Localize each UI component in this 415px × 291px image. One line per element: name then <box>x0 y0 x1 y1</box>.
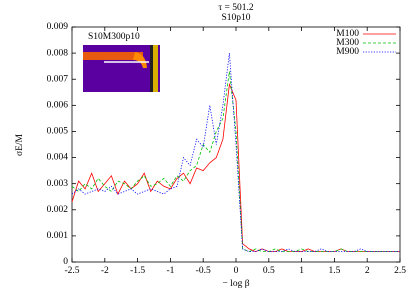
series-line <box>71 53 400 253</box>
y-tick-label: 0.004 <box>47 153 69 163</box>
legend-label: M300 <box>336 38 359 48</box>
y-tick-label: 0.007 <box>47 74 69 84</box>
inset: S10M300p10 <box>83 32 160 92</box>
y-tick-label: 0.006 <box>47 101 69 111</box>
inset-band <box>83 52 143 60</box>
x-tick-label: 2 <box>365 266 370 276</box>
legend-label: M100 <box>336 29 359 39</box>
x-tick-label: 1 <box>299 266 304 276</box>
x-tick-label: 0 <box>234 266 239 276</box>
y-tick-label: 0 <box>63 257 68 267</box>
inset-band <box>133 52 147 68</box>
series-line <box>71 82 400 253</box>
y-tick-label: 0.002 <box>47 205 69 215</box>
x-tick-label: -2 <box>101 266 109 276</box>
inset-title: S10M300p10 <box>88 32 140 42</box>
chart-title: τ = 501.2 <box>218 3 254 13</box>
inset-gap <box>150 45 153 92</box>
x-tick-label: 2.5 <box>394 266 406 276</box>
inset-colorbar <box>153 45 158 92</box>
legend-label: M900 <box>336 47 359 57</box>
x-tick-label: 0.5 <box>263 266 275 276</box>
y-tick-label: 0.009 <box>47 22 69 32</box>
x-tick-label: -1.5 <box>130 266 145 276</box>
y-tick-label: 0.003 <box>47 179 69 189</box>
y-tick-label: 0.005 <box>47 127 69 137</box>
y-tick-label: 0.001 <box>47 231 69 241</box>
chart-subtitle: S10p10 <box>221 13 250 23</box>
x-tick-label: 1.5 <box>328 266 340 276</box>
y-axis-label: σE/M <box>15 133 25 156</box>
x-tick-label: -1 <box>166 266 174 276</box>
x-axis-label: − log β <box>222 279 249 289</box>
x-tick-label: -0.5 <box>196 266 211 276</box>
series-line <box>71 71 400 253</box>
y-tick-label: 0.008 <box>47 48 69 58</box>
x-tick-label: -2.5 <box>64 266 79 276</box>
